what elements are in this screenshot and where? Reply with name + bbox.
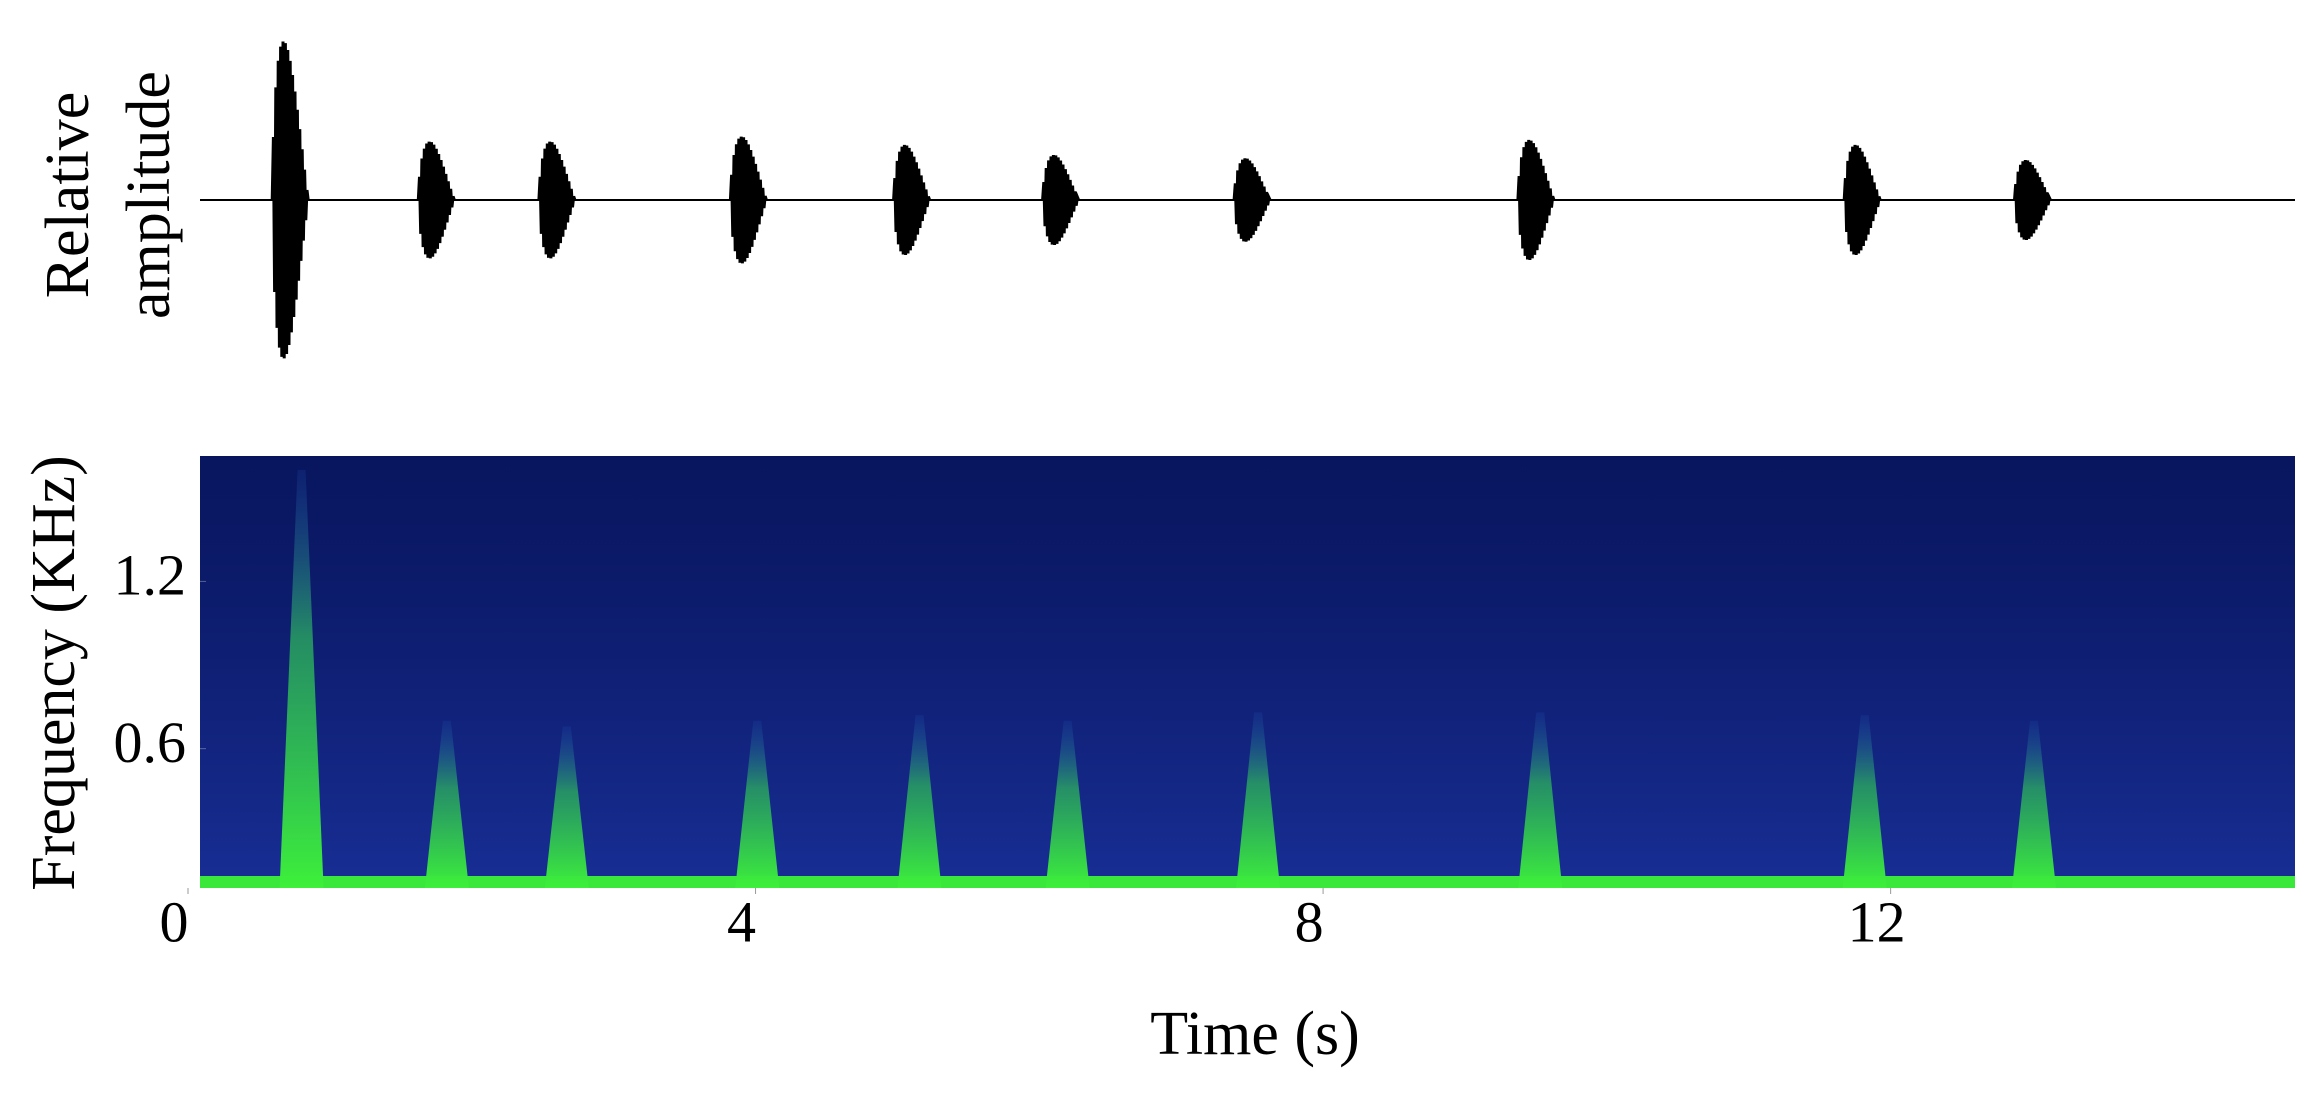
call: [2012, 720, 2057, 888]
y-tick-label: 1.2: [114, 543, 187, 608]
amplitude-burst: [892, 144, 932, 256]
call: [1236, 712, 1281, 888]
amplitude-burst: [270, 41, 310, 359]
y-tick-label: 0.6: [114, 710, 187, 775]
amplitude-burst: [2013, 159, 2052, 241]
call: [897, 715, 942, 888]
x-tick-label: 12: [1848, 889, 1906, 954]
call: [1842, 715, 1887, 888]
y-axis-label: Frequency (KHz): [20, 455, 88, 891]
call: [544, 726, 589, 888]
call: [735, 720, 780, 888]
amplitude-burst: [1516, 139, 1556, 261]
amplitude-burst: [537, 141, 577, 259]
x-axis-label: Time (s): [1150, 1000, 1360, 1068]
x-tick-label: 8: [1295, 889, 1324, 954]
amplitude-burst: [1842, 144, 1882, 256]
amplitude-burst: [416, 141, 456, 259]
call: [1518, 712, 1563, 888]
y-axis-label: Relative: [34, 92, 102, 299]
y-axis-label: amplitude: [115, 71, 183, 319]
amplitude-burst: [728, 136, 768, 264]
call: [424, 720, 469, 888]
call: [279, 469, 324, 888]
amplitude-burst: [1232, 158, 1272, 242]
x-tick-label: 4: [727, 889, 756, 954]
x-tick-label: 0: [160, 889, 189, 954]
call: [1045, 720, 1090, 888]
amplitude-burst: [1041, 154, 1080, 246]
